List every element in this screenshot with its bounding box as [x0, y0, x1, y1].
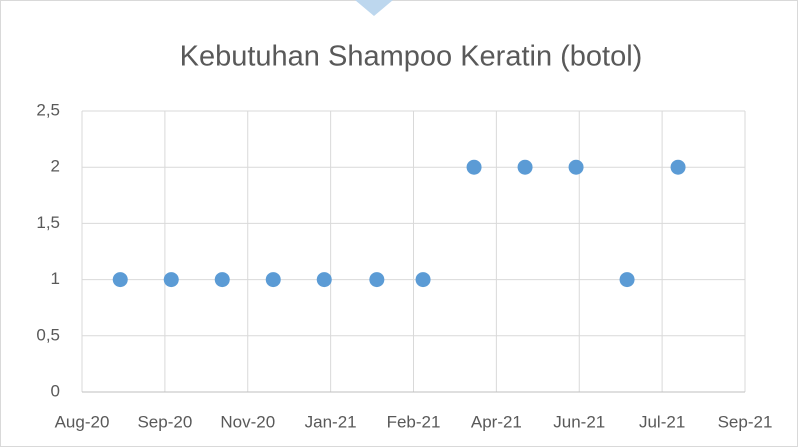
point	[568, 159, 584, 175]
point	[163, 272, 179, 288]
y-tick-label: 0	[51, 381, 60, 400]
x-tick-label: Feb-21	[387, 412, 441, 431]
y-tick-label: 0,5	[36, 325, 60, 344]
point	[265, 272, 281, 288]
point	[619, 272, 635, 288]
point	[466, 159, 482, 175]
y-tick-label: 2	[51, 157, 60, 176]
point	[369, 272, 385, 288]
pointer-marker	[355, 0, 393, 16]
chart-title: Kebutuhan Shampoo Keratin (botol)	[180, 41, 643, 73]
point	[316, 272, 332, 288]
x-tick-label: Jun-21	[553, 412, 605, 431]
point	[517, 159, 533, 175]
y-tick-label: 2,5	[36, 100, 60, 119]
point	[214, 272, 230, 288]
x-tick-label: Aug-20	[55, 412, 110, 431]
x-tick-label: Jan-21	[305, 412, 357, 431]
point	[112, 272, 128, 288]
point	[670, 159, 686, 175]
x-tick-label: Nov-20	[220, 412, 275, 431]
y-tick-label: 1	[51, 269, 60, 288]
y-tick-label: 1,5	[36, 213, 60, 232]
x-tick-label: Sep-21	[718, 412, 773, 431]
x-tick-label: Jul-21	[639, 412, 685, 431]
x-tick-label: Sep-20	[137, 412, 192, 431]
x-tick-label: Apr-21	[471, 412, 522, 431]
point	[415, 272, 431, 288]
